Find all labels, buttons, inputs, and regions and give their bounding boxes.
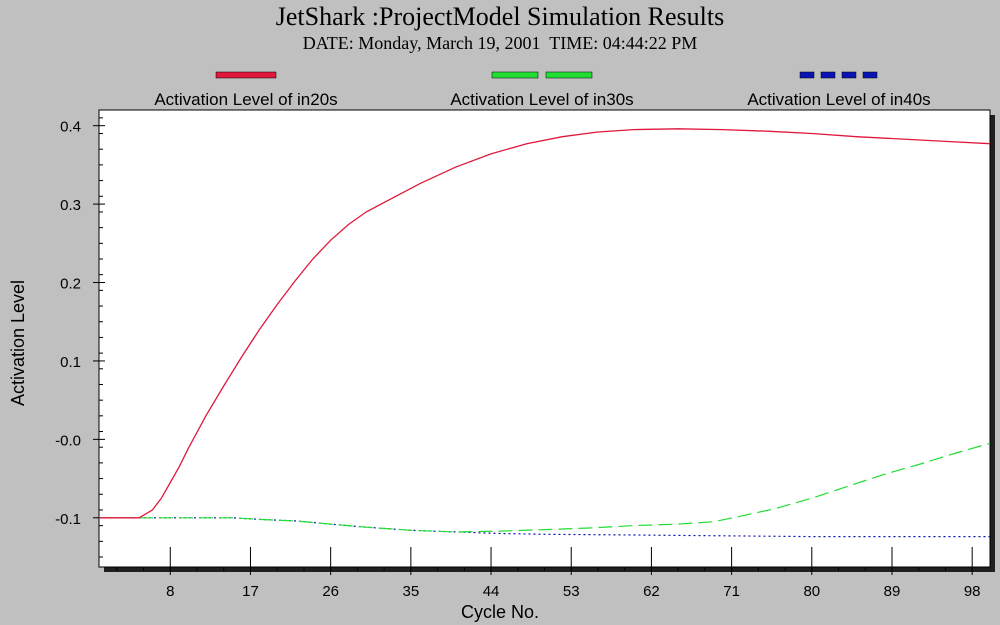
- chart-date-time: DATE: Monday, March 19, 2001 TIME: 04:44…: [302, 33, 698, 53]
- y-tick-label: 0.2: [60, 276, 81, 293]
- y-tick-label: -0.1: [55, 511, 81, 528]
- x-tick-label: 80: [803, 583, 820, 600]
- x-axis-title: Cycle No.: [461, 602, 539, 622]
- plot-area: [98, 109, 991, 568]
- y-tick-label: 0.3: [60, 197, 81, 214]
- x-tick-label: 62: [643, 583, 660, 600]
- legend-label-in30s: Activation Level of in30s: [450, 90, 634, 109]
- x-tick-label: 35: [403, 583, 420, 600]
- legend-swatch-in20s: [215, 71, 277, 79]
- x-tick-label: 53: [563, 583, 580, 600]
- x-tick-label: 71: [723, 583, 740, 600]
- legend-swatch-in30s: [491, 71, 593, 79]
- legend-swatch-in40s: [799, 71, 878, 79]
- y-axis-title: Activation Level: [8, 280, 28, 406]
- series-line-1: [99, 442, 991, 533]
- x-tick-label: 17: [242, 583, 259, 600]
- y-tick-label: -0.0: [55, 432, 81, 449]
- x-tick-label: 26: [322, 583, 339, 600]
- y-tick-label: 0.1: [60, 354, 81, 371]
- x-tick-label: 98: [964, 583, 981, 600]
- legend-label-in40s: Activation Level of in40s: [747, 90, 931, 109]
- legend-item-in40s: Activation Level of in40s: [709, 70, 969, 110]
- x-tick-label: 89: [884, 583, 901, 600]
- y-axis: 0.4 0.3 0.2 0.1 -0.0 -0.1: [55, 117, 105, 558]
- x-axis: 8 17 26 35 44 53 62 71 80 89 98: [116, 547, 981, 600]
- legend-item-in30s: Activation Level of in30s: [412, 70, 672, 110]
- series-layer: [99, 128, 991, 538]
- legend-label-in20s: Activation Level of in20s: [154, 90, 338, 109]
- x-tick-label: 44: [483, 583, 500, 600]
- legend-item-in20s: Activation Level of in20s: [116, 70, 376, 110]
- x-tick-label: 8: [166, 583, 174, 600]
- chart-title: JetShark :ProjectModel Simulation Result…: [275, 2, 725, 31]
- y-tick-label: 0.4: [60, 119, 81, 136]
- series-line-0: [99, 128, 991, 519]
